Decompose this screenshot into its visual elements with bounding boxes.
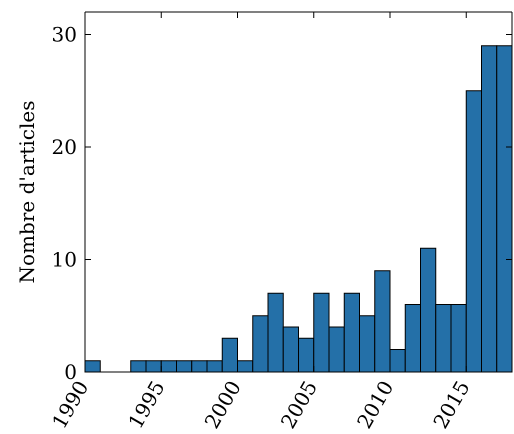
bar-2013 xyxy=(420,247,437,373)
bar-2011 xyxy=(389,349,406,373)
bar-2012 xyxy=(404,304,421,373)
bar-2010 xyxy=(374,270,391,373)
bar-2006 xyxy=(313,292,330,373)
bar-1997 xyxy=(176,360,193,373)
x-tick-label-1995: 1995 xyxy=(123,377,169,431)
x-tick-label-2005: 2005 xyxy=(276,377,322,431)
y-tick-label-20: 20 xyxy=(52,135,77,159)
bar-1994 xyxy=(130,360,147,373)
bar-2002 xyxy=(252,315,269,373)
bar-2016 xyxy=(465,90,482,373)
bar-1996 xyxy=(160,360,177,373)
bar-2018 xyxy=(496,45,513,373)
y-tick-label-10: 10 xyxy=(52,248,77,272)
bar-2001 xyxy=(237,360,254,373)
y-axis-label: Nombre d'articles xyxy=(15,101,39,284)
bar-1991 xyxy=(84,360,101,373)
x-tick-label-1990: 1990 xyxy=(47,377,93,431)
y-tick-label-0: 0 xyxy=(64,360,77,384)
x-tick-label-2000: 2000 xyxy=(200,377,246,431)
x-tick-label-2015: 2015 xyxy=(428,377,474,431)
x-tick-label-2010: 2010 xyxy=(352,377,398,431)
bar-1995 xyxy=(145,360,162,373)
axes-group xyxy=(84,11,513,373)
bar-2007 xyxy=(328,326,345,373)
bar-2005 xyxy=(298,337,315,373)
bars-group xyxy=(84,45,513,373)
bar-2004 xyxy=(282,326,299,373)
bar-1998 xyxy=(191,360,208,373)
bar-1999 xyxy=(206,360,223,373)
bar-2009 xyxy=(359,315,376,373)
bar-2017 xyxy=(481,45,498,373)
bar-2000 xyxy=(221,337,238,373)
bar-2003 xyxy=(267,292,284,373)
y-tick-label-30: 30 xyxy=(52,23,77,47)
bar-2014 xyxy=(435,304,452,373)
bar-2008 xyxy=(343,292,360,373)
bar-2015 xyxy=(450,304,467,373)
